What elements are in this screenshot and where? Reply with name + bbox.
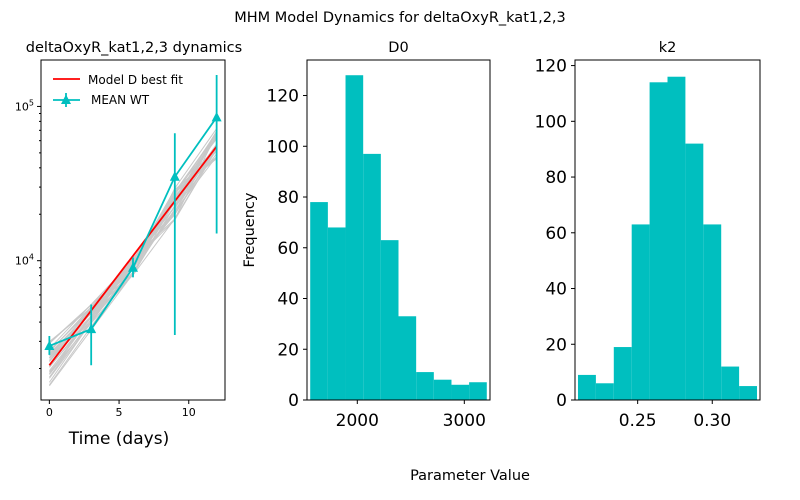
y-tick-label: 60 xyxy=(277,239,299,259)
y-tick-label: 80 xyxy=(277,188,299,208)
x-tick-label: 0 xyxy=(46,406,53,419)
hist-bar xyxy=(310,202,328,400)
y-tick-label: 20 xyxy=(277,340,299,360)
mean-wt-marker xyxy=(44,340,55,350)
hist-bar xyxy=(739,386,758,400)
x-tick-label: 5 xyxy=(116,406,123,419)
hist-bar xyxy=(631,224,650,400)
hist-bar xyxy=(649,82,668,401)
hist-bar xyxy=(703,224,722,400)
y-tick-label: 20 xyxy=(545,335,567,355)
k2-histogram-panel: k2 0 20 40 60 80 100 120 0.25 0.30 xyxy=(535,40,761,431)
y-tick-label: 120 xyxy=(267,87,299,107)
mean-wt-marker xyxy=(86,323,97,334)
y-tick-label: 100 xyxy=(267,137,299,157)
mean-wt-marker xyxy=(128,262,138,272)
hist-bar xyxy=(469,382,487,400)
y-tick-label: 40 xyxy=(545,280,567,300)
hist-bar xyxy=(398,316,417,400)
legend-mean-label: MEAN WT xyxy=(91,93,150,107)
legend: Model D best fit MEAN WT xyxy=(53,73,183,107)
y-tick-label: 105 xyxy=(15,98,34,113)
hist-bar xyxy=(577,374,596,400)
hist-bar xyxy=(433,379,452,400)
y-tick-label: 60 xyxy=(545,224,567,244)
y-tick-label: 0 xyxy=(288,391,299,411)
y-tick-label: 104 xyxy=(15,253,34,268)
y-tick-label: 80 xyxy=(545,168,567,188)
hist-title: D0 xyxy=(388,40,408,56)
hist-bar xyxy=(327,227,346,400)
hist-bar xyxy=(685,143,704,400)
hist-bar xyxy=(667,76,686,400)
x-tick-label: 0.25 xyxy=(619,411,657,431)
y-tick-exponent: 5 xyxy=(29,98,34,107)
figure-title: MHM Model Dynamics for deltaOxyR_kat1,2,… xyxy=(234,10,566,26)
mean-wt-marker xyxy=(211,111,222,122)
x-tick-label: 10 xyxy=(182,406,196,419)
legend-mean-marker xyxy=(61,94,71,104)
hist-axes-frame xyxy=(574,59,761,401)
mean-wt-line xyxy=(49,116,218,347)
hist-axes-frame xyxy=(306,59,491,401)
hist-bar xyxy=(363,153,381,400)
figure-xlabel: Parameter Value xyxy=(410,468,530,484)
dynamics-xlabel: Time (days) xyxy=(68,429,169,449)
hist-bar xyxy=(721,366,740,400)
x-tick-label: 2000 xyxy=(336,411,379,431)
hist-bar xyxy=(416,372,434,400)
y-tick-label: 100 xyxy=(535,112,567,132)
hist-bar xyxy=(380,240,399,400)
y-tick-base: 10 xyxy=(15,100,29,113)
y-tick-label: 40 xyxy=(277,290,299,310)
hist-bar xyxy=(345,75,364,400)
y-tick-exponent: 4 xyxy=(29,253,34,262)
mean-wt-marker xyxy=(169,171,180,181)
hist-bar xyxy=(595,383,614,400)
x-tick-label: 3000 xyxy=(443,411,486,431)
hist-bar xyxy=(613,347,632,400)
legend-fit-label: Model D best fit xyxy=(88,73,183,87)
best-fit-line xyxy=(48,145,218,366)
y-tick-label: 0 xyxy=(556,391,567,411)
ensemble-trajectory xyxy=(49,136,218,344)
hist-ylabel: Frequency xyxy=(242,192,258,267)
d0-histogram-panel: D0 0 20 40 60 80 100 120 2000 3000 Frequency xyxy=(242,40,491,431)
dynamics-axes-frame xyxy=(40,59,226,401)
hist-title: k2 xyxy=(659,40,677,56)
x-tick-label: 0.30 xyxy=(693,411,731,431)
y-tick-label: 120 xyxy=(535,57,567,77)
dynamics-title: deltaOxyR_kat1,2,3 dynamics xyxy=(26,40,242,56)
y-tick-base: 10 xyxy=(15,255,29,268)
hist-bar xyxy=(451,384,470,400)
